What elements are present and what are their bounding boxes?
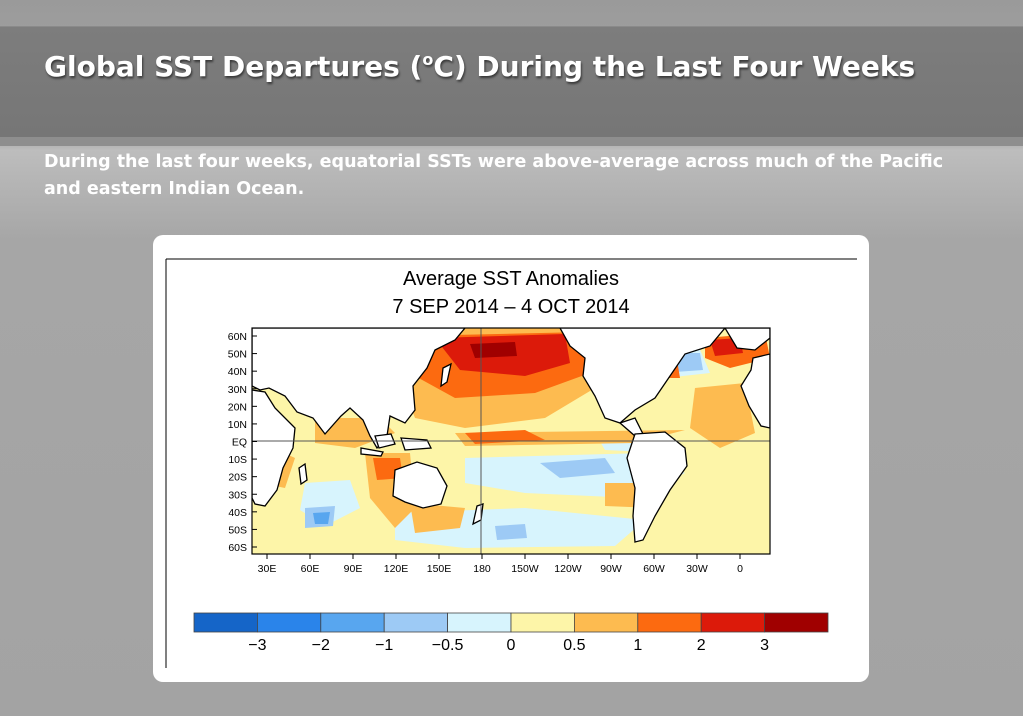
figure-title: Average SST Anomalies bbox=[402, 268, 620, 290]
colorbar-swatch bbox=[193, 612, 258, 633]
colorbar-swatch bbox=[573, 612, 639, 633]
lat-tick-label: 60N bbox=[228, 331, 247, 343]
colorbar-label: 0 bbox=[507, 637, 516, 654]
colorbar-swatch bbox=[637, 612, 702, 633]
lat-tick-label: 40N bbox=[228, 366, 247, 378]
colorbar-swatch bbox=[383, 612, 448, 633]
lat-tick-label: EQ bbox=[232, 437, 247, 449]
colorbar-swatch bbox=[510, 612, 575, 633]
lon-tick-label: 90E bbox=[344, 563, 363, 575]
colorbar bbox=[193, 612, 829, 633]
lat-tick-label: 40S bbox=[228, 507, 247, 519]
lon-tick-label: 60E bbox=[301, 563, 320, 575]
lat-tick-label: 10N bbox=[228, 419, 247, 431]
title-band bbox=[0, 26, 1023, 137]
divider-band bbox=[0, 137, 1023, 146]
colorbar-label: 1 bbox=[633, 637, 642, 654]
colorbar-swatch bbox=[700, 612, 766, 633]
lat-tick-label: 50N bbox=[228, 349, 247, 361]
lat-tick-label: 20S bbox=[228, 472, 247, 484]
colorbar-label: 0.5 bbox=[563, 637, 585, 654]
lon-tick-label: 0 bbox=[737, 563, 743, 575]
lon-tick-label: 30W bbox=[686, 563, 708, 575]
longitude-axis: 30E 60E 90E 120E 150E 180 150W 120W 90W 60W 30W 0 bbox=[258, 554, 743, 575]
latitude-axis: 60N 50N 40N 30N 20N 10N EQ 10S 20S 30S 40S 50S 60S bbox=[228, 331, 257, 554]
slide-subtitle: During the last four weeks, equatorial S… bbox=[44, 152, 944, 199]
lat-tick-label: 20N bbox=[228, 401, 247, 413]
lon-tick-label: 60W bbox=[643, 563, 665, 575]
colorbar-swatch bbox=[764, 612, 829, 633]
colorbar-swatch bbox=[320, 612, 385, 633]
colorbar-label: −1 bbox=[375, 637, 393, 654]
lat-tick-label: 30N bbox=[228, 384, 247, 396]
lon-tick-label: 180 bbox=[473, 563, 491, 575]
lat-tick-label: 10S bbox=[228, 454, 247, 466]
lat-tick-label: 30S bbox=[228, 489, 247, 501]
lon-tick-label: 120W bbox=[554, 563, 582, 575]
colorbar-label: −0.5 bbox=[432, 637, 464, 654]
colorbar-label: −3 bbox=[248, 637, 266, 654]
colorbar-label: 3 bbox=[760, 637, 769, 654]
lon-tick-label: 150E bbox=[427, 563, 452, 575]
lon-tick-label: 30E bbox=[258, 563, 277, 575]
colorbar-swatch bbox=[257, 612, 322, 633]
continents bbox=[252, 328, 770, 543]
colorbar-labels: −3 −2 −1 −0.5 0 0.5 1 2 3 bbox=[248, 637, 769, 654]
lat-tick-label: 50S bbox=[228, 524, 247, 536]
colorbar-swatch bbox=[447, 612, 512, 633]
colorbar-label: 2 bbox=[697, 637, 706, 654]
sst-anomaly-figure: 60N 50N 40N 30N 20N 10N EQ 10S 20S 30S 40S 50S 60S 3… bbox=[165, 258, 857, 668]
lon-tick-label: 120E bbox=[384, 563, 409, 575]
figure-date-range: 7 SEP 2014 – 4 OCT 2014 bbox=[392, 296, 630, 318]
lat-tick-label: 60S bbox=[228, 542, 247, 554]
lon-tick-label: 150W bbox=[511, 563, 539, 575]
slide-title: Global SST Departures (oC) During the La… bbox=[44, 50, 916, 83]
colorbar-label: −2 bbox=[312, 637, 330, 654]
lon-tick-label: 90W bbox=[600, 563, 622, 575]
